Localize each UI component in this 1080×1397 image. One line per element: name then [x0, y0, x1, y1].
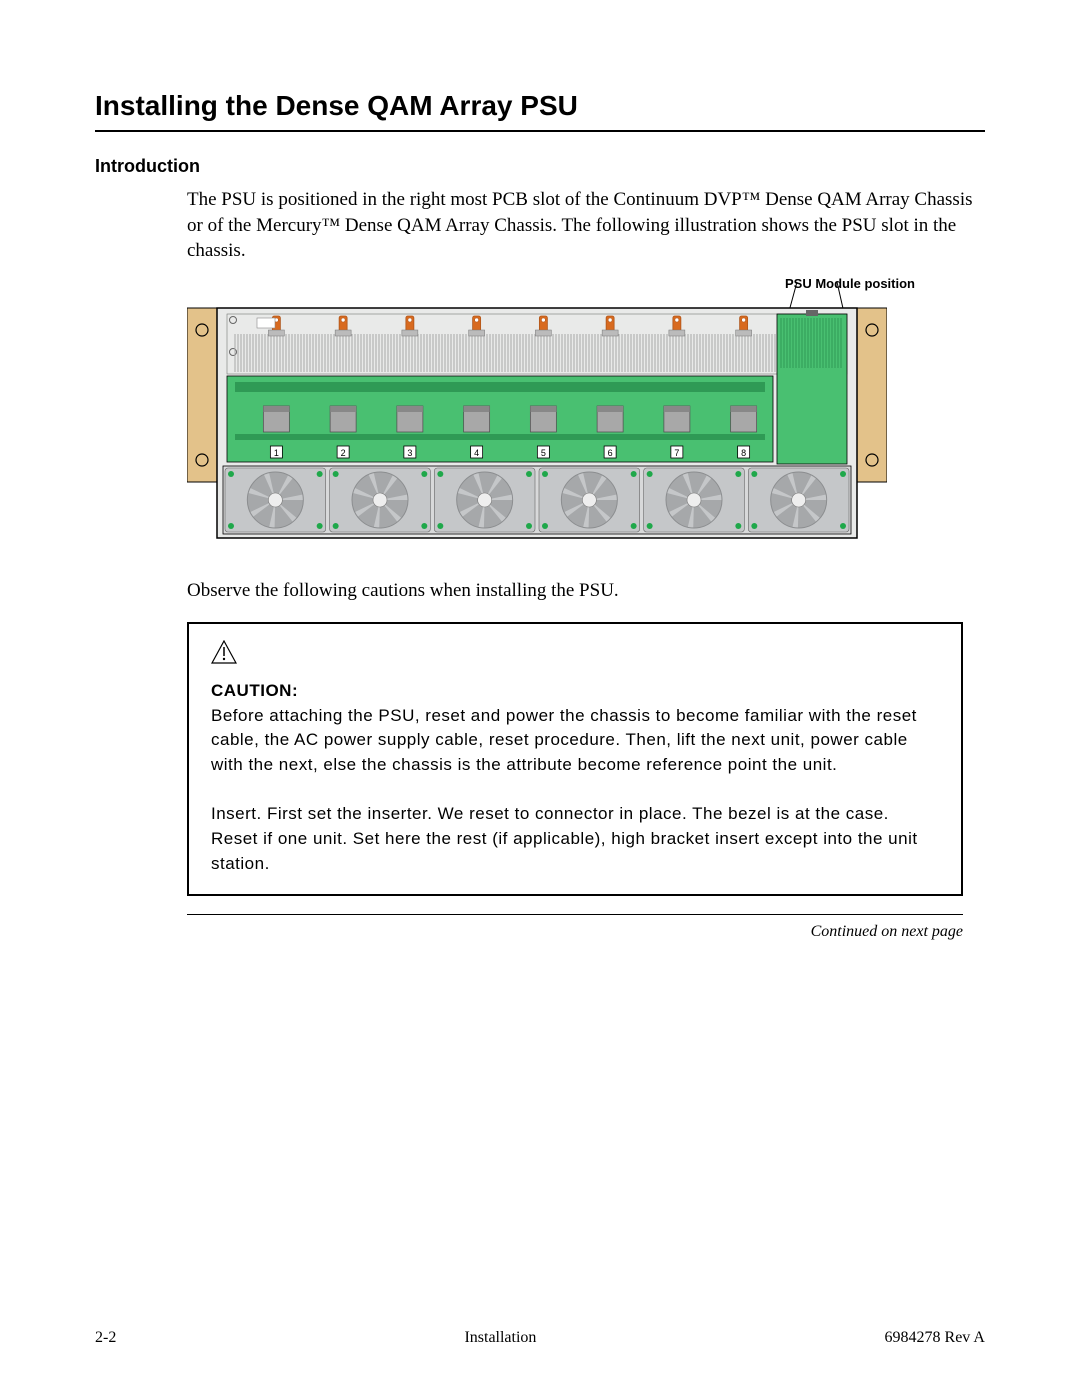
caution-head: CAUTION:: [211, 681, 298, 700]
page-title: Installing the Dense QAM Array PSU: [95, 90, 985, 122]
section-heading-introduction: Introduction: [95, 156, 985, 177]
intro-paragraph: The PSU is positioned in the right most …: [95, 187, 985, 264]
svg-text:5: 5: [541, 448, 546, 458]
caution-box: CAUTION: Before attaching the PSU, reset…: [187, 622, 963, 897]
caution-p2: Insert. First set the inserter. We reset…: [211, 804, 918, 872]
caution-p1: Before attaching the PSU, reset and powe…: [211, 706, 917, 774]
page-footer: 2-2 Installation 6984278 Rev A: [95, 1329, 985, 1347]
chassis-figure: PSU Module position 12345678: [95, 282, 985, 552]
svg-text:4: 4: [474, 448, 479, 458]
section-rule: [187, 914, 963, 915]
svg-text:1: 1: [274, 448, 279, 458]
footer-doc-id: 6984278 Rev A: [885, 1329, 985, 1347]
svg-text:2: 2: [341, 448, 346, 458]
observe-text: Observe the following cautions when inst…: [95, 578, 985, 604]
svg-text:7: 7: [674, 448, 679, 458]
psu-position-label: PSU Module position: [775, 276, 925, 291]
footer-page-num: 2-2: [95, 1329, 116, 1347]
caution-text: CAUTION: Before attaching the PSU, reset…: [211, 679, 939, 876]
svg-text:6: 6: [608, 448, 613, 458]
continued-label: Continued on next page: [95, 923, 985, 941]
footer-section: Installation: [464, 1329, 536, 1347]
page: Installing the Dense QAM Array PSU Intro…: [0, 0, 1080, 1397]
svg-text:8: 8: [741, 448, 746, 458]
chassis-diagram: 1 2 3 4 5 6 7 8: [187, 282, 887, 552]
svg-text:3: 3: [407, 448, 412, 458]
title-rule: [95, 130, 985, 132]
caution-icon: [211, 640, 237, 672]
